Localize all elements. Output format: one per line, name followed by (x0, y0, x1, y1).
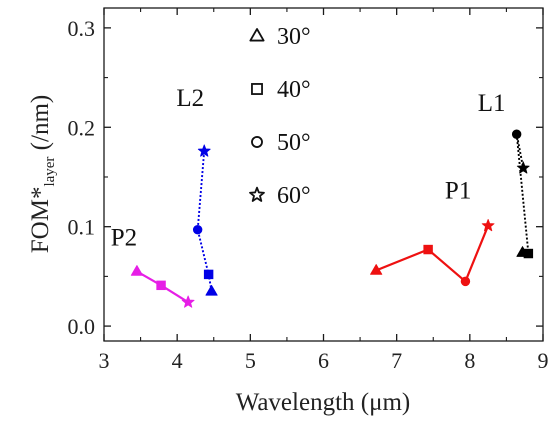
legend-square-icon (251, 83, 263, 95)
legend-label: 50° (277, 130, 311, 156)
legend-item: 30° (249, 24, 311, 50)
series-p1: P1 (370, 178, 495, 287)
y-tick-label: 0.3 (68, 16, 96, 41)
series-label: L1 (478, 90, 506, 117)
x-tick-label: 6 (318, 348, 329, 373)
square-point (523, 248, 534, 259)
legend-label: 40° (277, 77, 311, 103)
legend-item: 40° (251, 77, 311, 103)
series-line (196, 151, 213, 292)
series-line (515, 133, 530, 255)
legend-circle-icon (251, 136, 263, 148)
x-tick-label: 3 (99, 348, 110, 373)
y-axis-title-unit: (/nm) (27, 95, 54, 157)
series-p2: P2 (111, 224, 195, 308)
series-line (375, 225, 490, 283)
x-tick-label: 4 (172, 348, 183, 373)
y-axis-title-subscript: layer (42, 157, 58, 187)
legend-label: 60° (277, 183, 311, 209)
square-point (423, 244, 433, 255)
star-point (516, 161, 530, 174)
triangle-point (130, 265, 144, 276)
x-tick-label: 8 (464, 348, 475, 373)
legend-item: 60° (249, 183, 311, 209)
y-tick-label: 0.2 (68, 115, 96, 140)
data-series: P2 L2 P1 L1 (111, 85, 534, 308)
x-tick-label: 7 (391, 348, 402, 373)
circle-point (460, 276, 471, 287)
square-point (156, 280, 166, 291)
axis-ticks: 3 4 5 6 7 8 9 0.0 0.1 0.2 0.3 (68, 8, 549, 373)
x-tick-label: 9 (538, 348, 549, 373)
x-axis-title: Wavelength (μm) (236, 389, 411, 416)
marker-legend: 30° 40° 50° 60° (249, 24, 311, 209)
series-l2: L2 (176, 85, 218, 296)
x-tick-label: 5 (245, 348, 256, 373)
square-point (203, 269, 214, 280)
star-point (197, 144, 211, 157)
legend-label: 30° (277, 24, 311, 50)
legend-item: 50° (251, 130, 311, 156)
series-label: L2 (176, 85, 204, 112)
y-tick-label: 0.1 (68, 215, 96, 240)
y-axis-title: FOM*layer (/nm) (27, 95, 58, 253)
legend-triangle-icon (249, 28, 265, 42)
series-l1: L1 (478, 90, 534, 259)
circle-point (192, 224, 203, 235)
series-label: P2 (111, 224, 137, 251)
legend-star-icon (249, 186, 265, 202)
y-axis-title-main: FOM* (27, 187, 54, 254)
star-point (481, 218, 495, 232)
star-point (181, 295, 195, 308)
circle-point (511, 129, 522, 139)
y-tick-label: 0.0 (68, 314, 96, 339)
triangle-point (370, 264, 383, 275)
triangle-point (205, 284, 218, 296)
series-label: P1 (445, 178, 471, 205)
